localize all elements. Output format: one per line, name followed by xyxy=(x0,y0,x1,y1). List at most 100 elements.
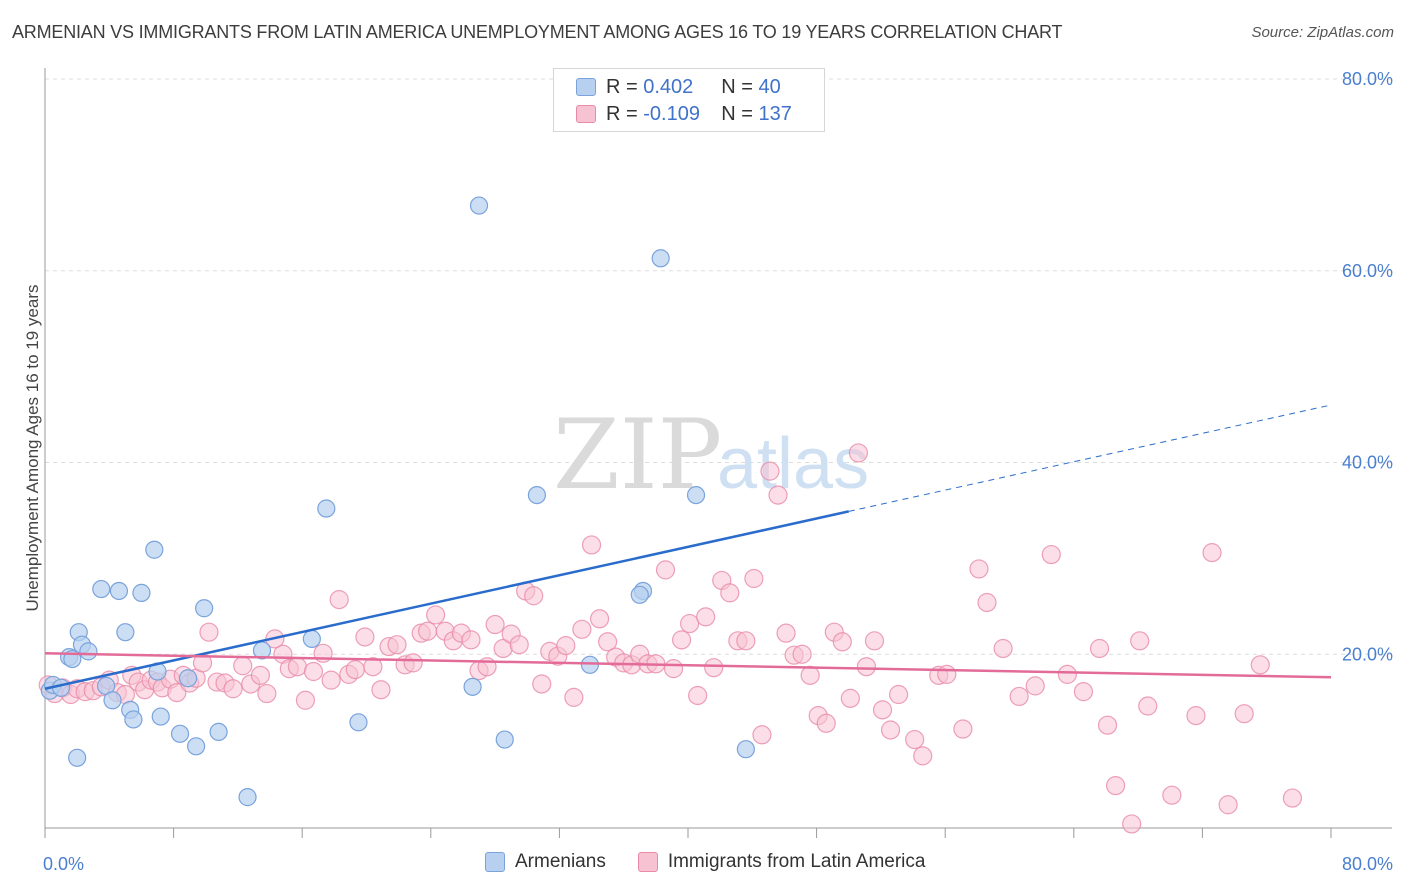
latin-data-point xyxy=(1218,795,1238,815)
latin-data-point xyxy=(257,683,277,704)
latin-data-point xyxy=(1105,775,1126,796)
legend-r-label: R = xyxy=(606,75,644,98)
latin-data-point xyxy=(993,638,1013,659)
legend-n-label: N = xyxy=(721,102,759,125)
latin-data-point xyxy=(1097,715,1118,735)
armenians-data-point xyxy=(686,485,706,505)
latin-data-point xyxy=(1122,814,1142,834)
latin-data-point xyxy=(426,605,446,625)
latin-data-point xyxy=(321,670,341,690)
armenians-data-point xyxy=(349,713,368,732)
latin-data-point xyxy=(1186,706,1206,726)
latin-data-point xyxy=(167,682,187,703)
armenians-data-point xyxy=(238,788,257,807)
latin-data-point xyxy=(250,665,271,685)
latin-data-point xyxy=(977,592,997,613)
latin-data-point xyxy=(1057,664,1077,684)
latin-data-point xyxy=(888,684,909,705)
latin-data-point xyxy=(572,619,592,639)
legend-row-armenians: R = 0.402 N = 40 xyxy=(576,74,781,100)
correlation-legend: R = 0.402 N = 40 R = -0.109 N = 137 xyxy=(553,68,825,132)
latin-data-point xyxy=(969,559,989,579)
armenians-trend-line xyxy=(44,510,850,690)
chart-title: ARMENIAN VS IMMIGRANTS FROM LATIN AMERIC… xyxy=(12,22,1063,42)
watermark: ZIP atlas xyxy=(553,399,869,511)
latin-data-point xyxy=(1009,686,1029,707)
latin-data-point xyxy=(417,621,438,641)
latin-data-point xyxy=(696,607,716,627)
latin-swatch xyxy=(576,105,596,123)
latin-legend-swatch xyxy=(637,852,658,872)
latin-data-point xyxy=(1234,704,1254,724)
latin-data-point xyxy=(776,623,796,643)
armenians-data-point xyxy=(630,585,649,604)
legend-r-label: R = xyxy=(606,102,644,125)
legend-item-armenians[interactable]: Armenians xyxy=(485,851,606,873)
latin-data-point xyxy=(1250,655,1270,675)
grid-lines xyxy=(45,78,1392,655)
armenians-data-point xyxy=(68,748,87,767)
latin-data-point xyxy=(233,656,253,676)
x-tick-label-min: 0.0% xyxy=(43,854,84,874)
latin-data-point xyxy=(680,613,700,634)
armenians-data-point xyxy=(170,724,190,743)
armenians-data-point xyxy=(302,629,321,649)
latin-data-point xyxy=(736,631,756,651)
latin-data-point xyxy=(800,665,820,685)
latin-data-point xyxy=(1041,544,1061,565)
latin-data-point xyxy=(1202,543,1222,563)
latin-data-point xyxy=(1130,631,1150,651)
y-tick-labels: 20.0% 40.0% 60.0% 80.0% xyxy=(1342,69,1393,664)
armenians-data-point xyxy=(151,707,170,726)
latin-data-point xyxy=(223,679,243,699)
latin-data-point xyxy=(355,627,375,647)
y-tick-label: 60.0% xyxy=(1342,261,1393,281)
latin-data-point xyxy=(556,636,576,656)
trend-lines xyxy=(44,404,1332,690)
armenians-data-point xyxy=(317,499,336,518)
latin-data-point xyxy=(792,644,812,664)
latin-data-point xyxy=(752,725,772,745)
armenians-data-point xyxy=(651,249,670,268)
y-tick-label: 20.0% xyxy=(1342,644,1393,664)
latin-data-point xyxy=(1282,788,1303,808)
latin-data-point xyxy=(598,632,618,652)
latin-data-point xyxy=(199,622,219,642)
armenians-data-point xyxy=(495,730,514,749)
legend-n-label: N = xyxy=(721,75,759,98)
armenians-data-point xyxy=(463,677,482,696)
armenians-data-point xyxy=(103,691,122,710)
legend-item-latin[interactable]: Immigrants from Latin America xyxy=(637,851,925,873)
y-tick-label: 80.0% xyxy=(1342,69,1393,89)
armenians-data-point xyxy=(527,485,546,505)
latin-data-point xyxy=(1162,785,1182,805)
armenians-data-point xyxy=(178,669,198,688)
armenians-data-point xyxy=(79,642,98,661)
armenians-data-point xyxy=(187,737,206,756)
latin-america-points xyxy=(38,443,1303,834)
latin-data-point xyxy=(564,687,584,707)
latin-data-point xyxy=(387,635,407,655)
latin-data-point xyxy=(872,700,893,720)
latin-data-point xyxy=(1089,638,1110,659)
latin-data-point xyxy=(655,560,676,580)
latin-data-point xyxy=(832,632,852,652)
x-tick-label-max: 80.0% xyxy=(1342,854,1393,874)
latin-data-point xyxy=(581,535,602,555)
latin-data-point xyxy=(509,635,529,655)
y-axis-title: Unemployment Among Ages 16 to 19 years xyxy=(23,285,42,612)
latin-data-point xyxy=(864,631,885,651)
latin-data-point xyxy=(461,630,481,650)
latin-data-point xyxy=(532,674,552,694)
latin-data-point xyxy=(905,729,925,750)
latin-data-point xyxy=(363,657,383,677)
armenians-data-point xyxy=(195,599,214,618)
latin-trend-line xyxy=(44,652,1332,679)
source-label: Source: ZipAtlas.com xyxy=(1251,24,1394,41)
latin-data-point xyxy=(704,658,724,678)
latin-data-point xyxy=(345,659,365,680)
armenians-data-point xyxy=(109,581,129,601)
latin-data-point xyxy=(371,680,391,700)
legend-n-value: 137 xyxy=(758,102,792,125)
armenians-legend-swatch xyxy=(485,852,505,872)
